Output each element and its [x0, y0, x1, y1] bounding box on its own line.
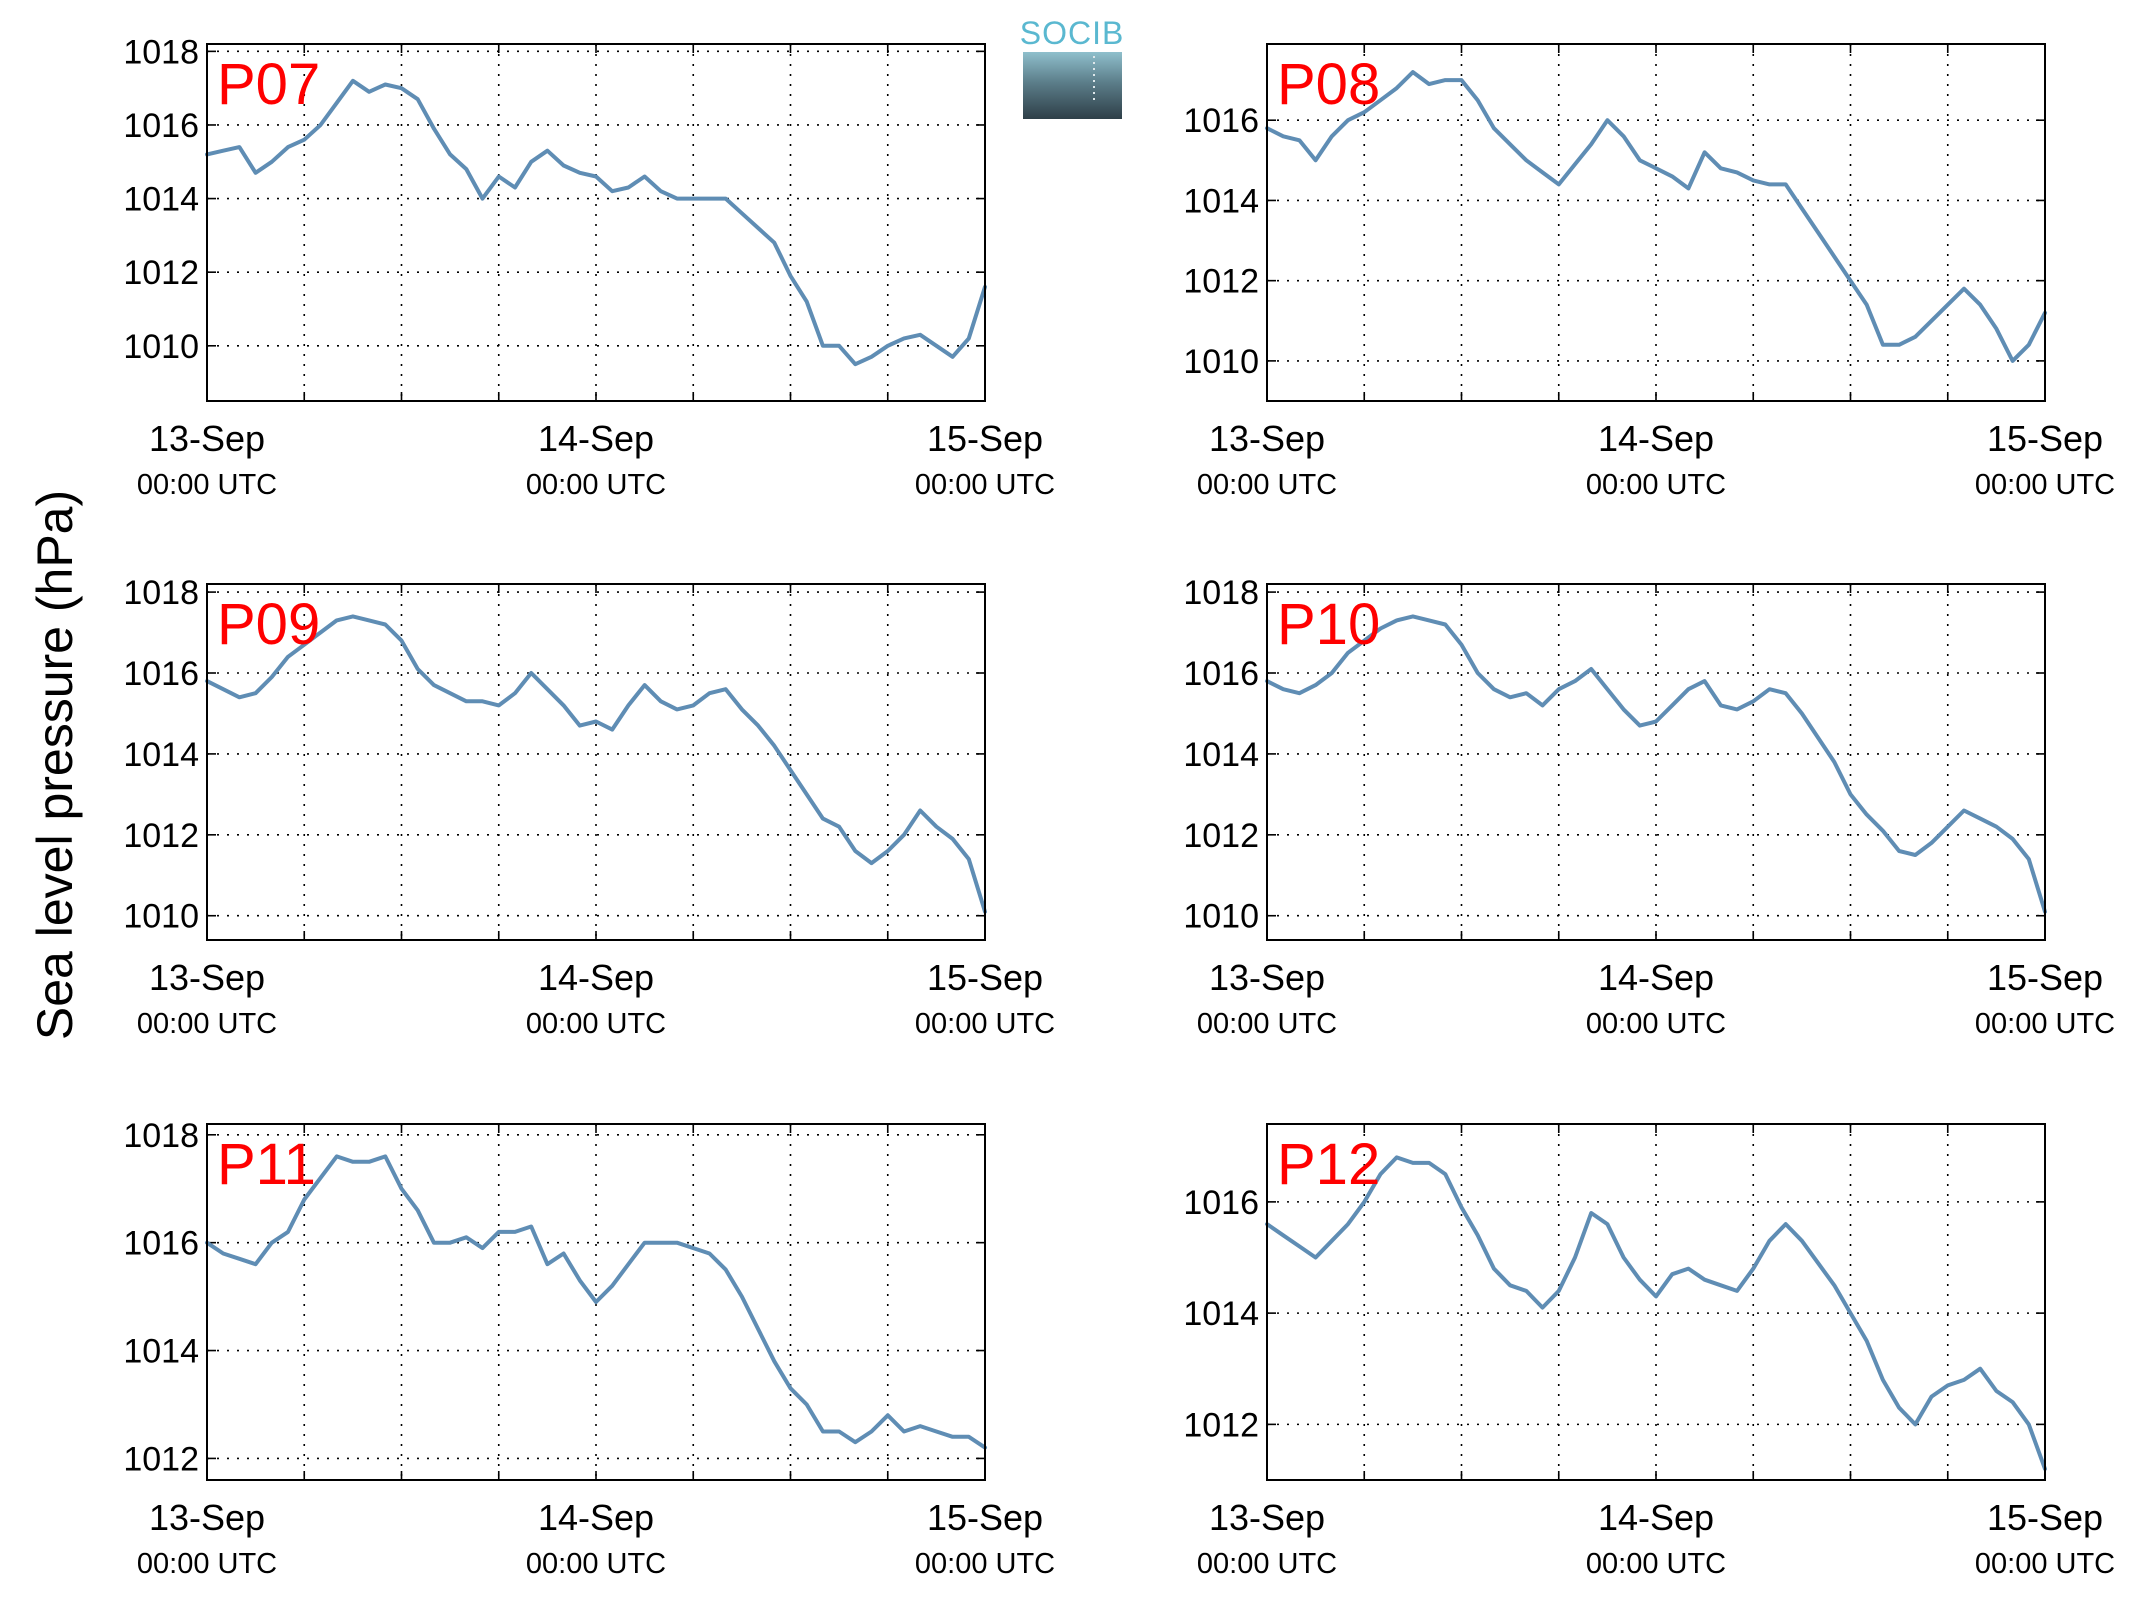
x-tick-date-label: 13-Sep [1209, 418, 1325, 459]
x-tick-time-label: 00:00 UTC [526, 469, 666, 501]
x-tick-date-label: 13-Sep [149, 418, 265, 459]
series-line-p07 [205, 78, 987, 367]
series-line-p12 [1265, 1155, 2047, 1471]
x-tick-time-label: 00:00 UTC [1975, 469, 2115, 501]
y-tick-label: 1012 [1183, 263, 1259, 301]
x-tick-date-label: 13-Sep [149, 957, 265, 998]
series-line-p09 [205, 614, 987, 914]
y-tick-label: 1012 [1183, 1406, 1259, 1444]
chart-panel-p11: 1012 1014 1016 1018 13-Sep 00:00 UTC 14-Sep 00:… [123, 1117, 1055, 1580]
y-tick-label: 1012 [123, 254, 199, 292]
axes-frame [206, 583, 986, 941]
x-tick-time-label: 00:00 UTC [137, 1548, 277, 1580]
panel-label: P09 [217, 592, 320, 657]
series-line-p08 [1265, 70, 2047, 363]
y-tick-label: 1010 [123, 898, 199, 936]
x-tick-time-label: 00:00 UTC [1586, 1008, 1726, 1040]
logo-text: SOCIB [1020, 15, 1125, 51]
x-tick-time-label: 00:00 UTC [915, 1008, 1055, 1040]
x-tick-date-label: 13-Sep [1209, 957, 1325, 998]
y-tick-label: 1014 [123, 1333, 199, 1371]
axes-frame [1266, 1123, 2046, 1481]
x-tick-date-label: 15-Sep [1987, 957, 2103, 998]
y-tick-label: 1014 [123, 181, 199, 219]
axes-frame [206, 1123, 986, 1481]
x-tick-time-label: 00:00 UTC [1197, 469, 1337, 501]
x-tick-time-label: 00:00 UTC [137, 1008, 277, 1040]
panel-label: P12 [1277, 1132, 1380, 1197]
x-tick-time-label: 00:00 UTC [1975, 1548, 2115, 1580]
series-line-p10 [1265, 614, 2047, 914]
x-tick-date-label: 14-Sep [538, 957, 654, 998]
y-tick-label: 1014 [123, 736, 199, 774]
x-tick-time-label: 00:00 UTC [1975, 1008, 2115, 1040]
x-tick-date-label: 15-Sep [927, 418, 1043, 459]
y-tick-label: 1010 [1183, 343, 1259, 381]
y-tick-label: 1018 [123, 33, 199, 71]
socib-logo: SOCIB [1020, 15, 1125, 119]
panel-label: P11 [217, 1132, 316, 1197]
x-tick-date-label: 13-Sep [1209, 1497, 1325, 1538]
x-tick-time-label: 00:00 UTC [1197, 1548, 1337, 1580]
series-line-p11 [205, 1154, 987, 1450]
x-tick-date-label: 14-Sep [1598, 957, 1714, 998]
x-tick-date-label: 13-Sep [149, 1497, 265, 1538]
panels-group: 1010 1012 1014 1016 1018 13-Sep 00:00 UTC 14-Se… [123, 33, 2115, 1580]
axes-frame [1266, 43, 2046, 402]
x-tick-date-label: 15-Sep [1987, 418, 2103, 459]
axes-frame [206, 43, 986, 402]
x-tick-time-label: 00:00 UTC [915, 469, 1055, 501]
y-tick-label: 1010 [1183, 898, 1259, 936]
x-tick-date-label: 14-Sep [1598, 418, 1714, 459]
y-tick-label: 1016 [123, 1225, 199, 1263]
x-tick-time-label: 00:00 UTC [526, 1548, 666, 1580]
x-tick-time-label: 00:00 UTC [1586, 1548, 1726, 1580]
y-tick-label: 1012 [123, 1440, 199, 1478]
y-tick-label: 1016 [1183, 1184, 1259, 1222]
y-tick-label: 1018 [123, 574, 199, 612]
chart-panel-p08: 1010 1012 1014 1016 13-Sep 00:00 UTC 14-Sep 00:… [1183, 43, 2115, 501]
y-tick-label: 1018 [123, 1117, 199, 1155]
y-tick-label: 1016 [1183, 102, 1259, 140]
panel-label: P10 [1277, 592, 1380, 657]
x-tick-time-label: 00:00 UTC [915, 1548, 1055, 1580]
x-tick-date-label: 14-Sep [538, 418, 654, 459]
panel-label: P08 [1277, 52, 1380, 117]
y-tick-label: 1016 [1183, 655, 1259, 693]
y-tick-label: 1018 [1183, 574, 1259, 612]
x-tick-date-label: 14-Sep [1598, 1497, 1714, 1538]
x-tick-time-label: 00:00 UTC [1197, 1008, 1337, 1040]
panel-label: P07 [217, 52, 320, 117]
axes-frame [1266, 583, 2046, 941]
chart-panel-p12: 1012 1014 1016 13-Sep 00:00 UTC 14-Sep 00:00 U… [1183, 1123, 2115, 1580]
y-tick-label: 1010 [123, 328, 199, 366]
x-tick-time-label: 00:00 UTC [526, 1008, 666, 1040]
x-tick-date-label: 14-Sep [538, 1497, 654, 1538]
y-tick-label: 1012 [123, 817, 199, 855]
y-tick-label: 1014 [1183, 1295, 1259, 1333]
x-tick-date-label: 15-Sep [927, 957, 1043, 998]
y-tick-label: 1016 [123, 655, 199, 693]
y-tick-label: 1016 [123, 107, 199, 145]
x-tick-date-label: 15-Sep [927, 1497, 1043, 1538]
x-tick-date-label: 15-Sep [1987, 1497, 2103, 1538]
figure-ylabel: Sea level pressure (hPa) [27, 490, 83, 1040]
chart-panel-p10: 1010 1012 1014 1016 1018 13-Sep 00:00 UTC 14-Se… [1183, 574, 2115, 1040]
chart-panel-p07: 1010 1012 1014 1016 1018 13-Sep 00:00 UTC 14-Se… [123, 33, 1055, 501]
x-tick-time-label: 00:00 UTC [1586, 469, 1726, 501]
logo-block [1023, 52, 1122, 119]
chart-panel-p09: 1010 1012 1014 1016 1018 13-Sep 00:00 UTC 14-Se… [123, 574, 1055, 1040]
y-tick-label: 1014 [1183, 736, 1259, 774]
y-tick-label: 1012 [1183, 817, 1259, 855]
x-tick-time-label: 00:00 UTC [137, 469, 277, 501]
y-tick-label: 1014 [1183, 182, 1259, 220]
